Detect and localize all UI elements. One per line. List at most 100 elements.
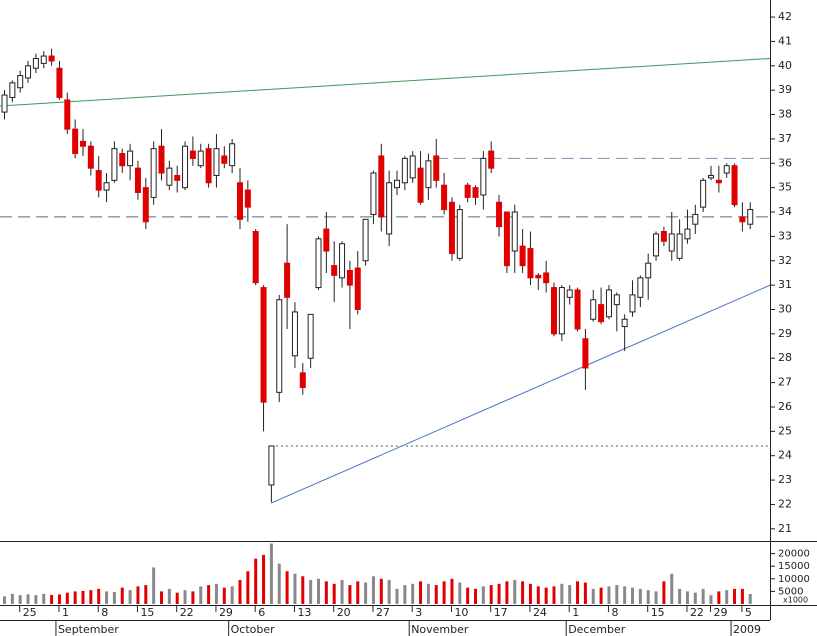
candle-body (150, 148, 157, 198)
x-tick-label: 3 (415, 606, 422, 619)
candle-body (441, 184, 448, 211)
candle-body (166, 167, 173, 186)
volume-bar (481, 586, 485, 604)
candle-body (95, 170, 102, 191)
trend-line (0, 57, 771, 107)
candle-body (464, 184, 471, 198)
candle-body (158, 145, 165, 174)
y-tick-label: 40 (778, 59, 792, 72)
candle-body (700, 179, 707, 208)
candle-body (323, 228, 330, 252)
volume-bar (246, 571, 250, 604)
x-tick-label: 22 (690, 606, 704, 619)
candle-body (417, 167, 424, 203)
candle-body (401, 157, 408, 184)
volume-bar (528, 583, 532, 604)
volume-bar (560, 583, 564, 604)
volume-bar (269, 543, 273, 604)
volume-bar (458, 582, 462, 604)
volume-bar (631, 587, 634, 604)
candle-body (291, 311, 298, 357)
candle-body (433, 155, 440, 181)
candle-body (307, 313, 314, 359)
volume-bar (403, 585, 407, 604)
volume-bar (57, 594, 61, 604)
candle-body (621, 318, 628, 328)
candle-body (189, 150, 196, 159)
x-tick-label: 20 (337, 606, 351, 619)
candle-body (48, 55, 55, 62)
y-tick-label: 23 (778, 473, 792, 486)
candle-body (64, 99, 71, 130)
volume-bar (120, 587, 124, 604)
candle-body (111, 148, 118, 181)
volume-bar (513, 580, 517, 604)
volume-bar (167, 588, 171, 604)
volume-bar (591, 588, 595, 604)
y-tick-label: 36 (778, 156, 792, 169)
volume-bar (678, 588, 682, 604)
volume-bar (426, 583, 430, 604)
y-tick-label: 34 (778, 205, 792, 218)
volume-bar (199, 586, 203, 604)
candle-body (503, 211, 510, 267)
candle-body (354, 267, 361, 310)
candle-body (613, 294, 620, 306)
volume-bar (285, 571, 289, 604)
volume-bar (725, 590, 729, 604)
candle-body (25, 65, 32, 79)
candle-body (566, 289, 573, 298)
candle-body (527, 248, 534, 279)
candle-body (299, 372, 306, 388)
x-tick-label: 5 (745, 606, 752, 619)
volume-bar (709, 595, 713, 604)
volume-bar (387, 580, 391, 604)
volume-bar (222, 587, 226, 604)
candle-body (676, 233, 683, 259)
candle-body (197, 150, 204, 167)
volume-bar (646, 590, 650, 604)
candle-body (653, 233, 660, 257)
candle-body (244, 189, 251, 208)
y-tick-label: 22 (778, 497, 792, 510)
volume-bar (654, 591, 658, 604)
y-tick-label: 25 (778, 424, 792, 437)
volume-bar (693, 592, 697, 604)
x-tick-label: 6 (258, 606, 265, 619)
volume-bar (419, 581, 423, 604)
candle-body (692, 213, 699, 225)
volume-bar (411, 583, 415, 604)
candle-body (17, 75, 24, 89)
volume-bar (489, 585, 493, 604)
volume-bar (112, 591, 116, 604)
volume-bar (379, 578, 383, 604)
candle-body (229, 143, 236, 167)
y-tick-label: 32 (778, 254, 792, 267)
volume-bar (73, 591, 77, 604)
volume-bar (18, 595, 22, 604)
volume-tick-label: 10000 (778, 574, 810, 585)
volume-bar (34, 595, 38, 604)
volume-bar (10, 593, 14, 604)
volume-bar (207, 585, 211, 604)
candle-body (488, 150, 495, 169)
candle-body (346, 270, 353, 286)
volume-bar (50, 594, 54, 604)
candle-body (276, 299, 283, 393)
volume-bar (638, 588, 642, 604)
volume-bar (348, 585, 352, 604)
volume-bar (497, 583, 501, 604)
volume-bar (238, 580, 242, 604)
volume-bar (309, 580, 313, 604)
candle-body (448, 201, 455, 254)
candle-body (668, 233, 675, 252)
x-tick-label: 29 (219, 606, 233, 619)
y-tick-label: 37 (778, 132, 792, 145)
candle-body (637, 277, 644, 298)
volume-bar (293, 573, 297, 604)
volume-bar (505, 581, 509, 604)
y-tick-label: 29 (778, 327, 792, 340)
x-tick-label: 1 (62, 606, 69, 619)
volume-tick-label: 15000 (778, 561, 810, 572)
